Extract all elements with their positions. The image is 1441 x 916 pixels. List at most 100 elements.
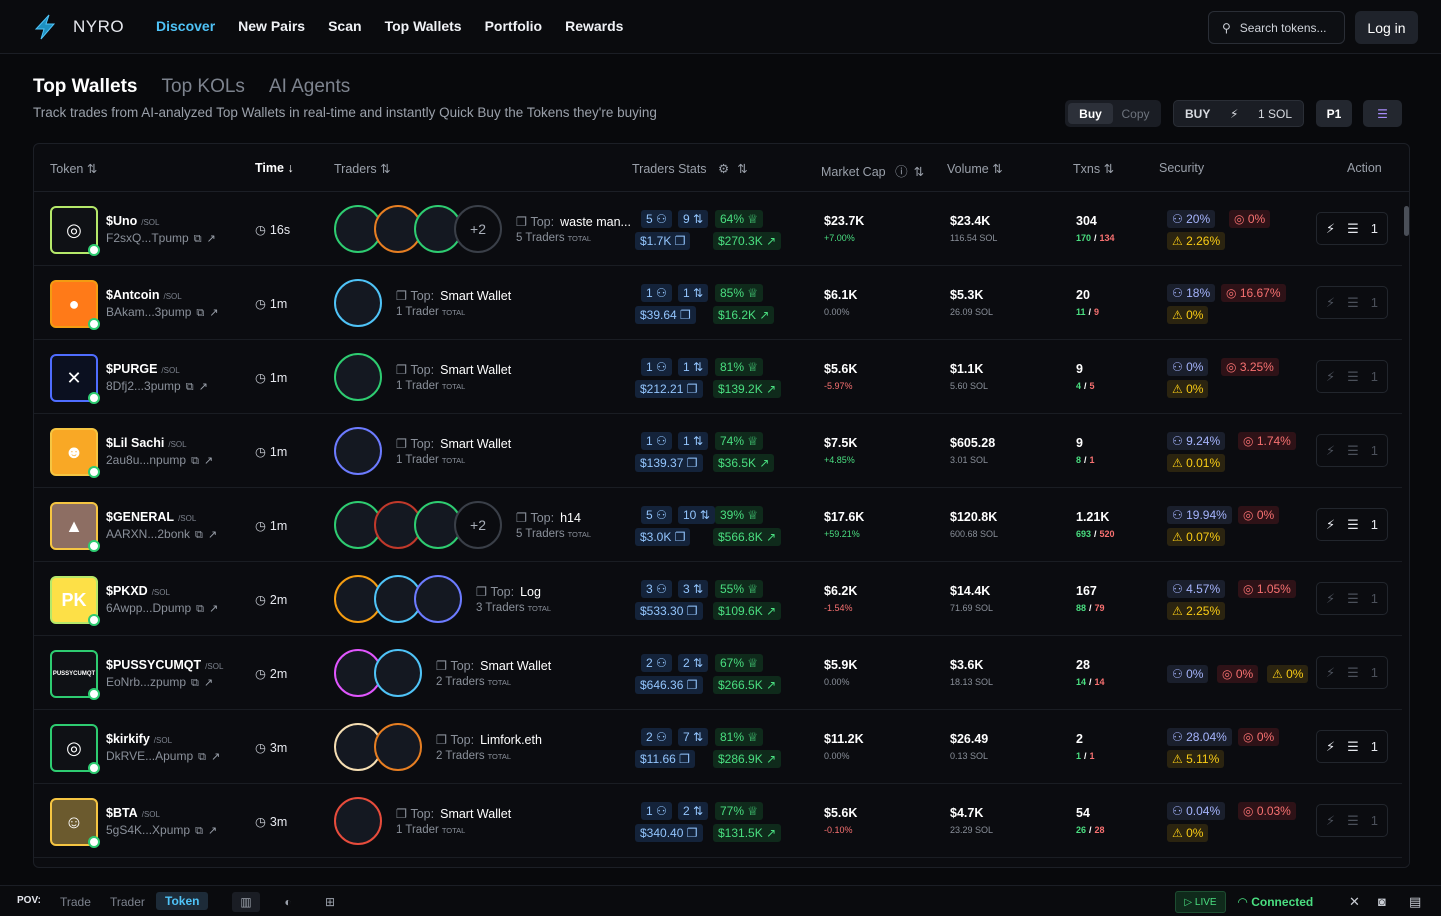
header-time[interactable]: Time ↓ — [255, 161, 294, 175]
copy-icon[interactable]: ⧉ — [191, 677, 199, 689]
token-logo[interactable]: ☺ — [50, 798, 98, 846]
external-link-icon[interactable]: ↗ — [203, 455, 214, 467]
copy-icon[interactable]: ⧉ — [196, 603, 205, 615]
trader-avatar[interactable] — [374, 649, 422, 697]
token-logo[interactable]: PK — [50, 576, 98, 624]
token-name[interactable]: $PUSSYCUMQT/SOL — [106, 658, 224, 672]
trader-avatar[interactable] — [334, 279, 382, 327]
table-row[interactable]: ☻ $Lil Sachi/SOL 2au8u...npump ⧉ ↗ ◷ 1m ❐ T… — [34, 414, 1402, 488]
nav-scan[interactable]: Scan — [328, 18, 362, 34]
pov-trade-tab[interactable]: Trade — [60, 895, 91, 909]
palette-icon[interactable]: ◐ — [284, 895, 292, 909]
tab-top-kols[interactable]: Top KOLs — [161, 76, 245, 97]
nav-new-pairs[interactable]: New Pairs — [238, 18, 306, 34]
x-twitter-icon[interactable]: ✕ — [1349, 894, 1360, 909]
nav-discover[interactable]: Discover — [156, 18, 216, 34]
header-token[interactable]: Token ⇅ — [50, 162, 98, 176]
copy-icon[interactable]: ⧉ — [195, 825, 203, 837]
docs-icon[interactable]: ▤ — [1409, 894, 1422, 909]
header-traders[interactable]: Traders ⇅ — [334, 162, 391, 176]
quick-buy-amount[interactable]: BUY ⚡ 1 SOL — [1173, 100, 1304, 127]
header-txns[interactable]: Txns ⇅ — [1073, 162, 1115, 176]
pov-trader-tab[interactable]: Trader — [110, 895, 145, 909]
quick-buy-button[interactable]: ⚡ ☰ 1 — [1316, 730, 1388, 763]
preset-button[interactable]: P1 — [1316, 100, 1352, 127]
trader-avatar[interactable] — [334, 501, 382, 549]
table-row[interactable]: ● $Antcoin/SOL BAkam...3pump ⧉ ↗ ◷ 1m ❐ Top… — [34, 266, 1402, 340]
trader-avatar[interactable] — [374, 205, 422, 253]
table-row[interactable]: ✕ $PURGE/SOL 8Dfj2...3pump ⧉ ↗ ◷ 1m ❐ Top: S… — [34, 340, 1402, 414]
live-badge[interactable]: ▷ LIVE — [1175, 891, 1226, 913]
token-name[interactable]: $BTA/SOL — [106, 806, 160, 820]
external-link-icon[interactable]: ↗ — [203, 677, 214, 689]
copy-icon[interactable]: ⧉ — [185, 381, 194, 393]
token-name[interactable]: $Lil Sachi/SOL — [106, 436, 187, 450]
quick-buy-button[interactable]: ⚡ ☰ 1 — [1316, 286, 1388, 319]
external-link-icon[interactable]: ↗ — [207, 825, 218, 837]
external-link-icon[interactable]: ↗ — [211, 751, 221, 763]
quick-buy-button[interactable]: ⚡ ☰ 1 — [1316, 656, 1388, 689]
tab-ai-agents[interactable]: AI Agents — [268, 76, 351, 97]
trader-avatar[interactable] — [414, 575, 462, 623]
buy-mode-button[interactable]: Buy — [1068, 103, 1113, 124]
nav-portfolio[interactable]: Portfolio — [484, 18, 543, 34]
tab-top-wallets[interactable]: Top Wallets — [33, 76, 138, 97]
table-row[interactable]: ◎ $Uno/SOL F2sxQ...Tpump ⧉ ↗ ◷ 16s +2 ❐ Top… — [34, 192, 1402, 266]
volume: $605.28 — [950, 436, 996, 450]
header-traders-stats[interactable]: Traders Stats ⚙ ⇅ — [632, 162, 748, 176]
external-link-icon[interactable]: ↗ — [207, 529, 218, 541]
copy-icon[interactable]: ⧉ — [196, 307, 205, 319]
token-name[interactable]: $PURGE/SOL — [106, 362, 180, 376]
trend-up-icon: ↗ — [766, 234, 777, 248]
copy-mode-button[interactable]: Copy — [1121, 106, 1150, 121]
quick-buy-button[interactable]: ⚡ ☰ 1 — [1316, 434, 1388, 467]
trader-avatar[interactable] — [374, 723, 422, 771]
table-row[interactable]: ◎ $kirkify/SOL DkRVE...Apump ⧉ ↗ ◷ 3m ❐ Top… — [34, 710, 1402, 784]
copy-icon[interactable]: ⧉ — [191, 455, 199, 467]
settings-menu-button[interactable]: ☰ — [1363, 100, 1402, 127]
header-market-cap[interactable]: Market Cap ⓘ ⇅ — [821, 165, 925, 179]
external-link-icon[interactable]: ↗ — [198, 381, 208, 393]
quick-buy-button[interactable]: ⚡ ☰ 1 — [1316, 804, 1388, 837]
grid-icon[interactable]: ⊞ — [324, 895, 336, 909]
quick-buy-button[interactable]: ⚡ ☰ 1 — [1316, 360, 1388, 393]
token-logo[interactable]: PUSSYCUMQT — [50, 650, 98, 698]
token-name[interactable]: $Uno/SOL — [106, 214, 160, 228]
search-input[interactable]: ⚲ Search tokens... — [1208, 11, 1345, 44]
external-link-icon[interactable]: ↗ — [206, 233, 216, 245]
trader-avatar[interactable] — [334, 797, 382, 845]
nav-rewards[interactable]: Rewards — [565, 18, 624, 34]
copy-icon[interactable]: ⧉ — [193, 233, 202, 245]
more-traders-badge[interactable]: +2 — [454, 205, 502, 253]
token-name[interactable]: $PKXD/SOL — [106, 584, 170, 598]
copy-icon[interactable]: ⧉ — [195, 529, 203, 541]
pnl-chip: $266.5K ↗ — [713, 676, 782, 694]
warning-icon: ⚠ — [1172, 234, 1183, 248]
token-name[interactable]: $kirkify/SOL — [106, 732, 173, 746]
table-row[interactable]: PK $PKXD/SOL 6Awpp...Dpump ⧉ ↗ ◷ 2m ❐ Top: L… — [34, 562, 1402, 636]
copy-icon[interactable]: ⧉ — [198, 751, 207, 763]
login-button[interactable]: Log in — [1355, 11, 1418, 44]
quick-buy-button[interactable]: ⚡ ☰ 1 — [1316, 582, 1388, 615]
table-row[interactable]: ☺ $BTA/SOL 5gS4K...Xpump ⧉ ↗ ◷ 3m ❐ Top: Sma… — [34, 784, 1402, 858]
logo[interactable]: NYRO — [33, 14, 124, 40]
users-icon: ⚇ — [1172, 582, 1183, 596]
quick-buy-button[interactable]: ⚡ ☰ 1 — [1316, 508, 1388, 541]
external-link-icon[interactable]: ↗ — [209, 307, 219, 319]
table-row[interactable]: PUSSYCUMQT $PUSSYCUMQT/SOL EoNrb...zpump… — [34, 636, 1402, 710]
nav-top-wallets[interactable]: Top Wallets — [384, 18, 462, 34]
discord-icon[interactable]: ◙ — [1378, 894, 1386, 909]
external-link-icon[interactable]: ↗ — [209, 603, 219, 615]
pov-token-tab[interactable]: Token — [156, 892, 209, 910]
trader-avatar[interactable] — [334, 353, 382, 401]
scrollbar-thumb[interactable] — [1404, 206, 1409, 236]
token-name[interactable]: $Antcoin/SOL — [106, 288, 182, 302]
token-name[interactable]: $GENERAL/SOL — [106, 510, 197, 524]
table-row[interactable]: ▲ $GENERAL/SOL AARXN...2bonk ⧉ ↗ ◷ 1m +2 ❐ … — [34, 488, 1402, 562]
more-traders-badge[interactable]: +2 — [454, 501, 502, 549]
header-volume[interactable]: Volume ⇅ — [947, 162, 1003, 176]
trader-avatar[interactable] — [334, 427, 382, 475]
scrollbar[interactable] — [1402, 192, 1409, 867]
columns-icon[interactable]: ▥ — [232, 892, 260, 912]
quick-buy-button[interactable]: ⚡ ☰ 1 — [1316, 212, 1388, 245]
